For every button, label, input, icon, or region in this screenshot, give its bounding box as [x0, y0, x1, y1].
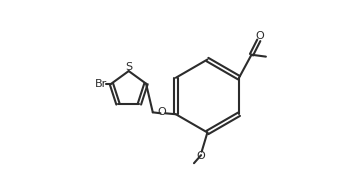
Text: S: S: [125, 62, 132, 72]
Text: Br: Br: [95, 79, 107, 89]
Text: O: O: [256, 31, 264, 41]
Text: O: O: [158, 107, 166, 117]
Text: O: O: [196, 151, 205, 161]
